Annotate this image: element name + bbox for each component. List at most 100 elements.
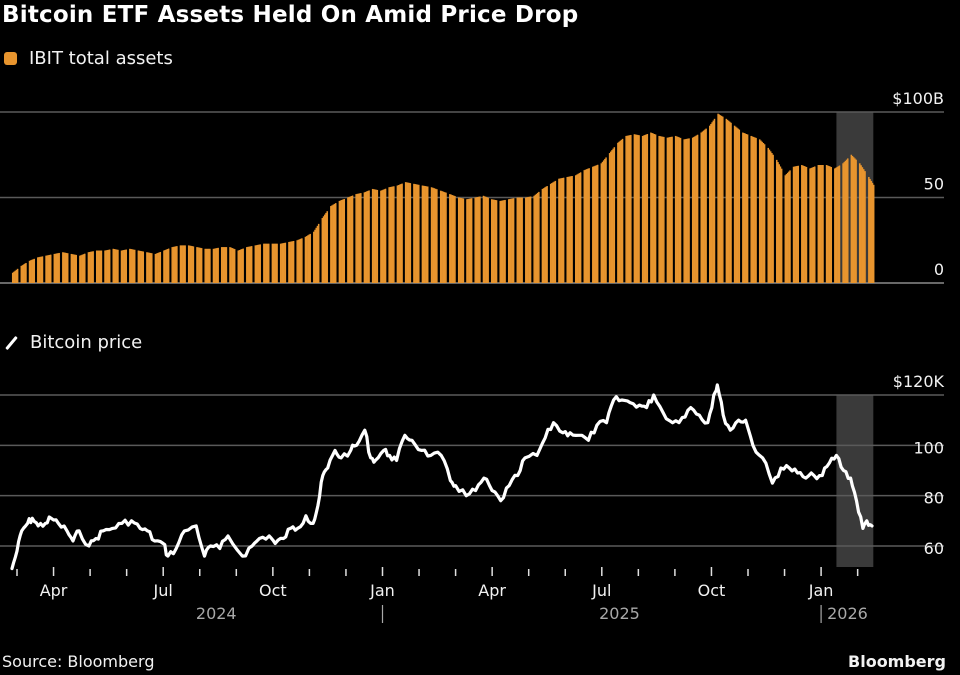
asset-bar <box>470 198 473 283</box>
asset-bar <box>735 126 737 283</box>
price-point <box>805 477 807 479</box>
price-point <box>57 522 60 525</box>
asset-bar <box>512 198 515 283</box>
asset-bar <box>334 203 337 283</box>
price-point <box>404 434 406 437</box>
x-tick-label: Apr <box>40 581 68 600</box>
asset-bar <box>511 198 514 283</box>
asset-bar <box>157 252 159 283</box>
asset-bar <box>663 136 665 283</box>
asset-bar <box>625 135 627 283</box>
asset-bar <box>288 241 290 283</box>
asset-bar <box>274 243 276 283</box>
asset-bar <box>409 183 412 283</box>
price-point <box>577 434 580 437</box>
asset-bar <box>527 197 529 283</box>
asset-bar <box>837 166 840 283</box>
asset-bar <box>254 245 257 283</box>
asset-bar <box>633 134 636 283</box>
price-point <box>395 459 398 462</box>
asset-bar <box>343 198 345 283</box>
price-point <box>569 432 571 434</box>
asset-bar <box>474 197 476 283</box>
asset-bar <box>424 186 426 283</box>
asset-bar <box>179 245 182 283</box>
asset-bar <box>585 169 588 283</box>
asset-bar <box>659 136 662 283</box>
asset-bar <box>291 241 294 283</box>
asset-bar <box>88 251 91 283</box>
asset-bar <box>70 253 73 283</box>
asset-bar <box>579 172 582 283</box>
price-point <box>662 411 664 414</box>
asset-bar <box>844 160 847 283</box>
asset-bar <box>869 178 871 283</box>
asset-bar <box>414 184 416 283</box>
asset-bar <box>620 139 623 283</box>
asset-bar <box>84 253 86 283</box>
asset-bar <box>516 197 519 283</box>
asset-bar <box>567 176 570 283</box>
asset-bar <box>215 248 217 283</box>
asset-bar <box>793 166 796 283</box>
asset-bar <box>596 164 599 283</box>
asset-bar <box>62 252 64 283</box>
price-point <box>698 414 701 416</box>
asset-bar <box>296 240 298 283</box>
asset-bar <box>376 189 379 283</box>
asset-bar <box>321 218 324 283</box>
price-point <box>16 550 18 552</box>
asset-bar <box>151 253 153 283</box>
asset-bar <box>114 249 117 283</box>
asset-bar <box>618 141 620 283</box>
asset-bar <box>709 125 711 284</box>
y-tick-label-assets: 50 <box>924 175 944 194</box>
asset-bar <box>173 246 176 283</box>
asset-bar <box>407 182 409 283</box>
asset-bar <box>457 197 460 283</box>
asset-bar <box>754 137 756 283</box>
asset-bar <box>462 198 465 283</box>
price-point <box>162 542 164 545</box>
asset-bar <box>651 133 653 283</box>
asset-bar <box>717 113 719 284</box>
asset-bar <box>646 133 649 283</box>
asset-bar <box>588 168 590 283</box>
asset-bar <box>850 154 853 283</box>
asset-bar <box>120 250 123 283</box>
asset-bar <box>828 165 830 283</box>
asset-bar <box>25 262 27 283</box>
asset-bar <box>191 246 193 283</box>
asset-bar <box>492 199 494 283</box>
asset-bar <box>325 212 327 283</box>
price-point <box>374 459 377 462</box>
asset-bar <box>14 270 16 283</box>
x-tick-label: Jul <box>591 581 611 600</box>
price-point <box>274 542 277 545</box>
asset-bar <box>552 182 554 283</box>
asset-bar <box>233 249 236 283</box>
price-point <box>707 421 709 424</box>
asset-bar <box>276 243 278 283</box>
x-tick-label: Jan <box>369 581 395 600</box>
asset-bar <box>189 245 191 283</box>
price-point <box>282 537 285 540</box>
asset-bar <box>190 245 192 283</box>
asset-bar <box>400 184 402 283</box>
asset-bar <box>132 249 135 283</box>
asset-bar <box>797 165 799 283</box>
asset-bar <box>835 167 837 283</box>
asset-bar <box>432 187 434 283</box>
asset-bar <box>671 136 673 283</box>
asset-bar <box>818 165 821 283</box>
asset-bar <box>767 147 770 283</box>
price-point <box>251 545 253 547</box>
asset-bar <box>871 182 874 283</box>
asset-bar <box>802 165 804 283</box>
asset-bar <box>433 188 436 283</box>
asset-bar <box>436 189 438 283</box>
asset-bar <box>20 265 23 283</box>
asset-bar <box>339 200 342 283</box>
asset-bar <box>74 254 76 283</box>
asset-bar <box>858 163 861 283</box>
